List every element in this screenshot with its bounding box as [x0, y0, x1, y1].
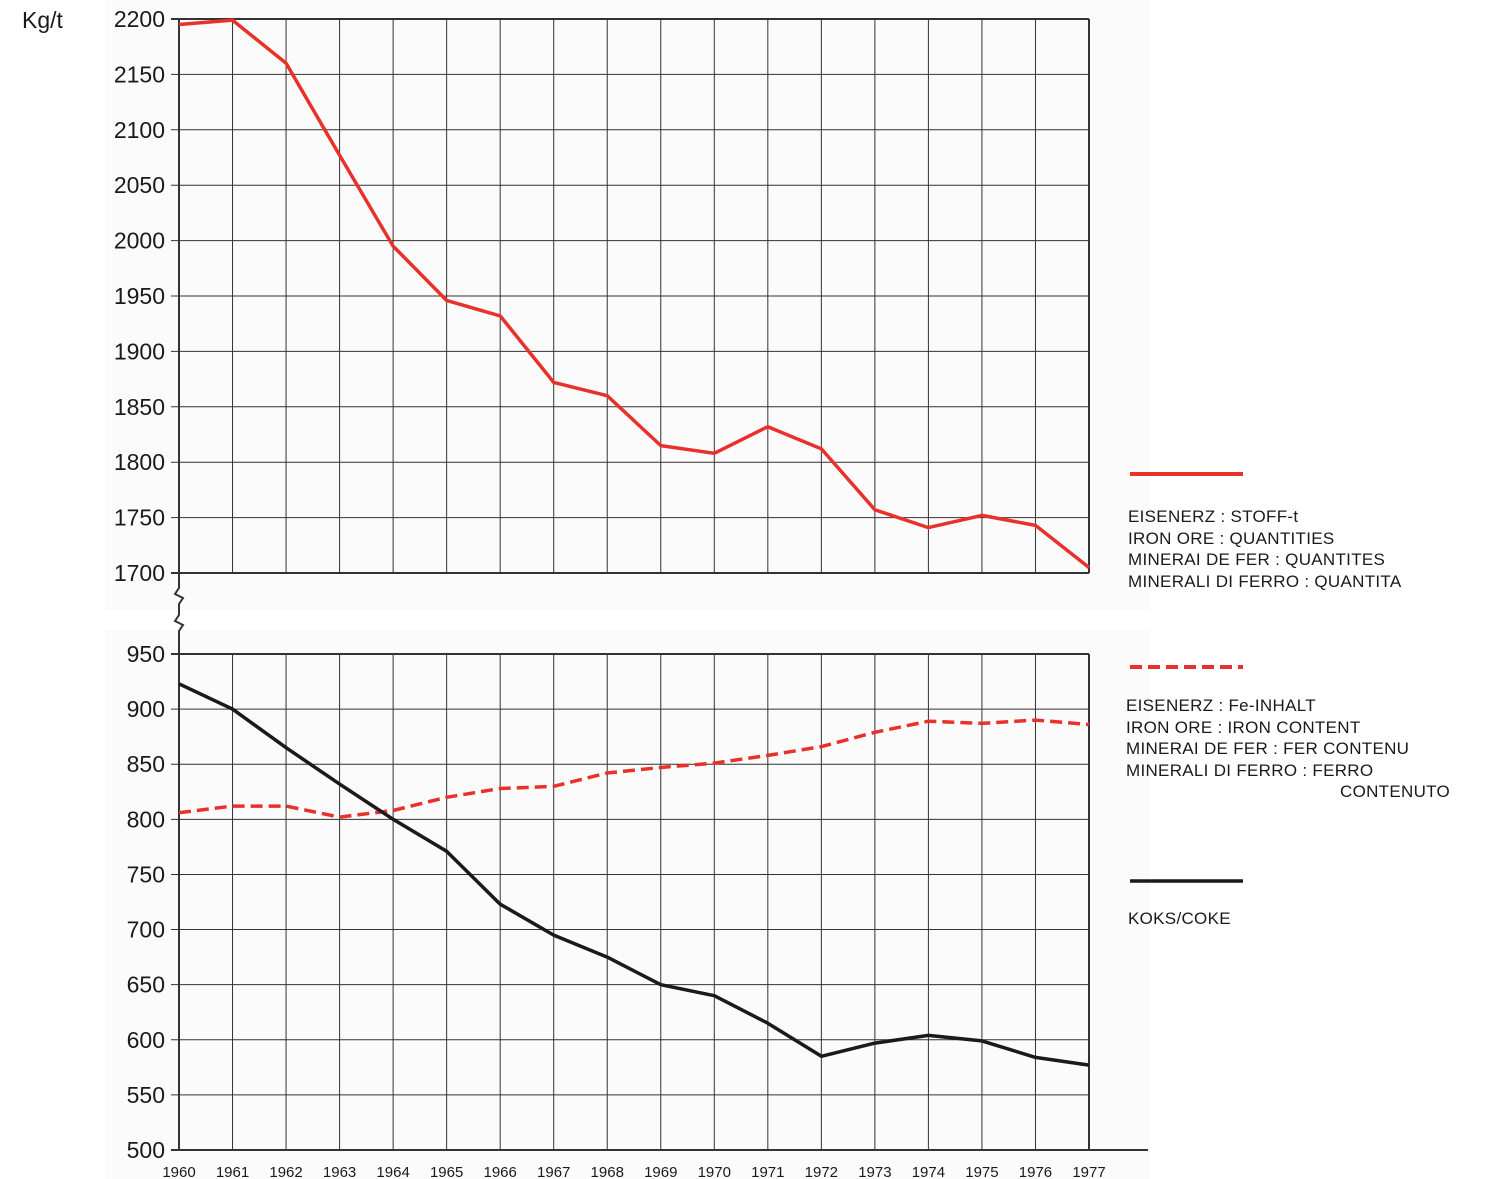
- x-tick-label: 1971: [751, 1164, 784, 1179]
- legend-ore-quantity-line-4: MINERALI DI FERRO : QUANTITA: [1128, 571, 1402, 591]
- x-tick-label: 1974: [912, 1164, 945, 1179]
- y-tick-label: 1950: [114, 283, 165, 309]
- plot-background-top: [105, 0, 1150, 610]
- legend-ore-quantity-line-3: MINERAI DE FER : QUANTITES: [1128, 550, 1386, 569]
- y-tick-label: 550: [127, 1082, 165, 1108]
- x-tick-label: 1962: [269, 1164, 302, 1179]
- y-tick-label: 2200: [114, 6, 165, 32]
- x-tick-label: 1970: [698, 1164, 731, 1179]
- x-tick-label: 1977: [1072, 1164, 1105, 1179]
- y-tick-label: 1750: [114, 505, 165, 531]
- legend-ore-content-line-5: CONTENUTO: [1340, 782, 1451, 801]
- legend-ore-content: EISENERZ : Fe-INHALT IRON ORE : IRON CON…: [1126, 695, 1450, 803]
- x-tick-label: 1968: [591, 1164, 624, 1179]
- y-tick-label: 1850: [114, 394, 165, 420]
- y-tick-label: 900: [127, 696, 165, 722]
- y-tick-label: 2050: [114, 172, 165, 198]
- y-tick-label: 650: [127, 972, 165, 998]
- x-tick-label: 1964: [376, 1164, 409, 1179]
- y-tick-label: 800: [127, 806, 165, 832]
- x-tick-label: 1976: [1019, 1164, 1052, 1179]
- x-tick-label: 1973: [858, 1164, 891, 1179]
- y-tick-label: 2100: [114, 117, 165, 143]
- series-line: [178, 18, 1091, 569]
- y-tick-label: 700: [127, 917, 165, 943]
- x-tick-label: 1967: [537, 1164, 570, 1179]
- axis-break-marker: [173, 573, 185, 654]
- x-tick-label: 1963: [323, 1164, 356, 1179]
- y-tick-label: 600: [127, 1027, 165, 1053]
- y-tick-label: 1800: [114, 449, 165, 475]
- y-tick-label: 2000: [114, 228, 165, 254]
- x-tick-label: 1972: [805, 1164, 838, 1179]
- y-tick-label: 500: [127, 1137, 165, 1163]
- legend-ore-quantity-line-1: EISENERZ : STOFF-t: [1128, 507, 1299, 526]
- y-axis-unit-label: Kg/t: [22, 7, 64, 33]
- y-tick-label: 1900: [114, 338, 165, 364]
- legend-ore-content-line-4: MINERALI DI FERRO : FERRO: [1126, 760, 1374, 780]
- legend-ore-content-line-1: EISENERZ : Fe-INHALT: [1126, 696, 1316, 715]
- series-line: [178, 718, 1090, 819]
- legend-ore-quantity: EISENERZ : STOFF-t IRON ORE : QUANTITIES…: [1128, 506, 1402, 592]
- panel-1: 2200 2150 2100 2050 2000 1950 1900 1850 1800 1750…: [22, 6, 1091, 586]
- y-tick-label: 1700: [114, 560, 165, 586]
- legend-coke: KOKS/COKE: [1128, 908, 1231, 930]
- y-tick-label: 950: [127, 641, 165, 667]
- x-tick-label: 1961: [216, 1164, 249, 1179]
- legend-coke-label: KOKS/COKE: [1128, 909, 1231, 928]
- y-tick-label: 750: [127, 861, 165, 887]
- plot-background-bottom: [105, 630, 1150, 1179]
- x-tick-label: 1969: [644, 1164, 677, 1179]
- y-tick-label: 850: [127, 751, 165, 777]
- series-line: [178, 682, 1090, 1067]
- x-tick-label: 1966: [483, 1164, 516, 1179]
- legend-ore-quantity-line-2: IRON ORE : QUANTITIES: [1128, 528, 1335, 548]
- y-tick-label: 2150: [114, 61, 165, 87]
- x-tick-label: 1960: [162, 1164, 195, 1179]
- x-tick-label: 1975: [965, 1164, 998, 1179]
- x-tick-label: 1965: [430, 1164, 463, 1179]
- legend-ore-content-line-2: IRON ORE : IRON CONTENT: [1126, 717, 1361, 737]
- legend-ore-content-line-3: MINERAI DE FER : FER CONTENU: [1126, 739, 1410, 758]
